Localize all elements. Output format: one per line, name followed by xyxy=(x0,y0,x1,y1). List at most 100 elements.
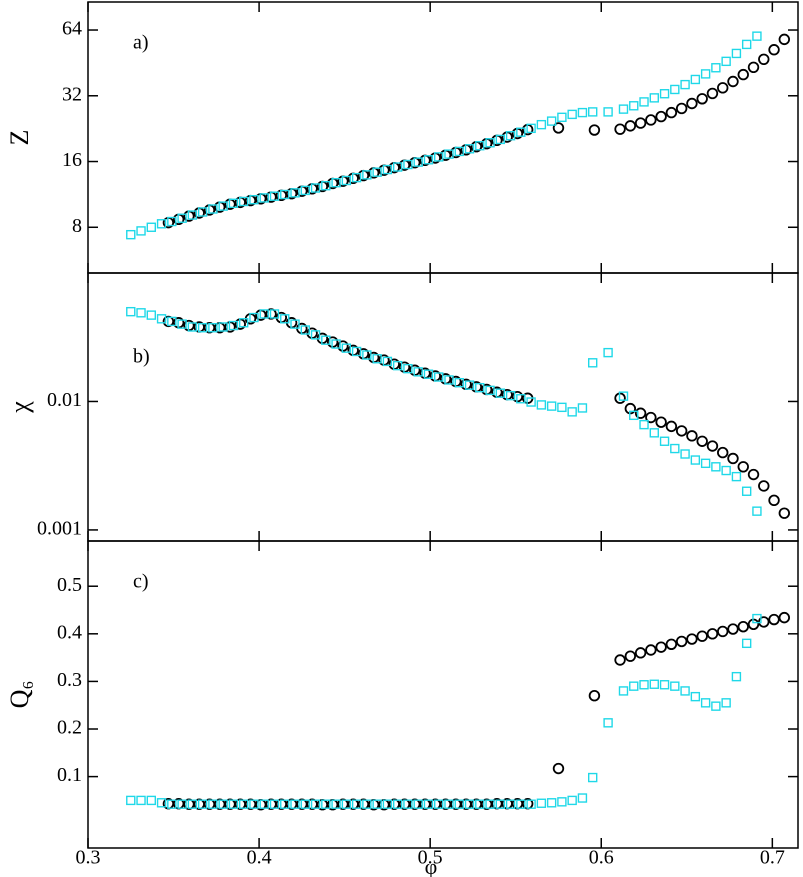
point xyxy=(382,356,393,367)
point xyxy=(403,159,413,170)
point xyxy=(403,799,413,809)
point xyxy=(655,641,667,653)
point xyxy=(546,401,557,411)
point xyxy=(249,799,259,809)
point xyxy=(758,53,770,66)
point xyxy=(587,772,598,783)
point xyxy=(475,799,485,809)
point xyxy=(552,762,565,775)
point xyxy=(603,107,613,117)
point xyxy=(485,138,495,148)
point xyxy=(629,101,639,111)
point xyxy=(778,33,791,46)
point xyxy=(177,319,187,329)
point xyxy=(752,613,762,624)
point xyxy=(639,97,649,107)
x-tick-label: 0.3 xyxy=(76,847,101,869)
point xyxy=(727,452,739,465)
point xyxy=(290,319,300,329)
y-tick-label: 8 xyxy=(72,215,82,237)
point xyxy=(603,718,613,728)
point xyxy=(126,306,136,317)
point xyxy=(238,318,249,328)
point xyxy=(454,799,464,809)
point xyxy=(505,131,516,141)
x-tick-label: 0.7 xyxy=(760,847,785,869)
y-tick-label: 0.2 xyxy=(57,717,82,739)
panel-label: b) xyxy=(133,346,150,368)
point xyxy=(567,109,577,120)
point xyxy=(706,87,719,100)
point xyxy=(218,322,228,332)
point xyxy=(577,107,588,118)
point xyxy=(136,226,146,236)
point xyxy=(721,465,731,476)
point xyxy=(675,102,688,115)
point xyxy=(752,31,762,41)
point xyxy=(686,430,698,442)
point xyxy=(146,222,157,232)
point xyxy=(177,799,187,809)
point xyxy=(187,210,198,220)
point xyxy=(505,390,516,401)
point xyxy=(197,799,208,809)
point xyxy=(665,638,678,650)
point xyxy=(167,799,177,809)
y-tick-label: 16 xyxy=(62,149,82,171)
y-tick-label: 0.3 xyxy=(57,669,82,691)
point xyxy=(259,309,269,319)
point xyxy=(423,155,434,165)
point xyxy=(464,799,475,809)
point xyxy=(341,799,352,809)
point xyxy=(603,347,613,358)
point xyxy=(552,122,565,134)
point xyxy=(700,69,711,79)
point xyxy=(228,320,239,331)
point xyxy=(280,314,290,324)
point xyxy=(269,191,280,201)
point xyxy=(665,420,678,433)
point xyxy=(269,309,280,319)
point xyxy=(686,97,698,110)
x-tick-label: 0.6 xyxy=(589,847,614,869)
point xyxy=(618,391,629,401)
plot-frame xyxy=(87,1,799,274)
point xyxy=(588,689,601,702)
point xyxy=(768,494,780,507)
point xyxy=(649,679,659,689)
point xyxy=(413,799,423,809)
point xyxy=(228,198,239,209)
point xyxy=(403,363,413,374)
point xyxy=(655,110,667,123)
point xyxy=(351,346,362,357)
point xyxy=(634,647,647,659)
y-tick-label: 0.01 xyxy=(47,389,82,411)
y-tick-label: 0.1 xyxy=(57,764,82,786)
point xyxy=(758,480,770,492)
point xyxy=(208,323,218,333)
point xyxy=(259,193,269,203)
point xyxy=(536,400,547,410)
point xyxy=(413,157,423,167)
x-axis-label: φ xyxy=(425,854,438,877)
point xyxy=(731,471,742,482)
y-tick-label: 64 xyxy=(62,18,82,40)
point xyxy=(639,680,649,690)
point xyxy=(690,455,701,465)
point xyxy=(362,350,372,360)
y-axis-label: Z xyxy=(5,130,34,146)
point xyxy=(659,436,670,446)
point xyxy=(536,119,547,130)
point xyxy=(331,339,341,349)
point xyxy=(310,330,321,340)
point xyxy=(136,308,146,318)
point xyxy=(670,681,680,691)
point xyxy=(372,354,382,364)
point xyxy=(737,68,749,81)
y-tick-label: 0.001 xyxy=(37,518,82,540)
point xyxy=(618,104,629,114)
point xyxy=(680,79,690,90)
point xyxy=(392,799,403,809)
point xyxy=(167,316,177,327)
point xyxy=(167,216,177,227)
